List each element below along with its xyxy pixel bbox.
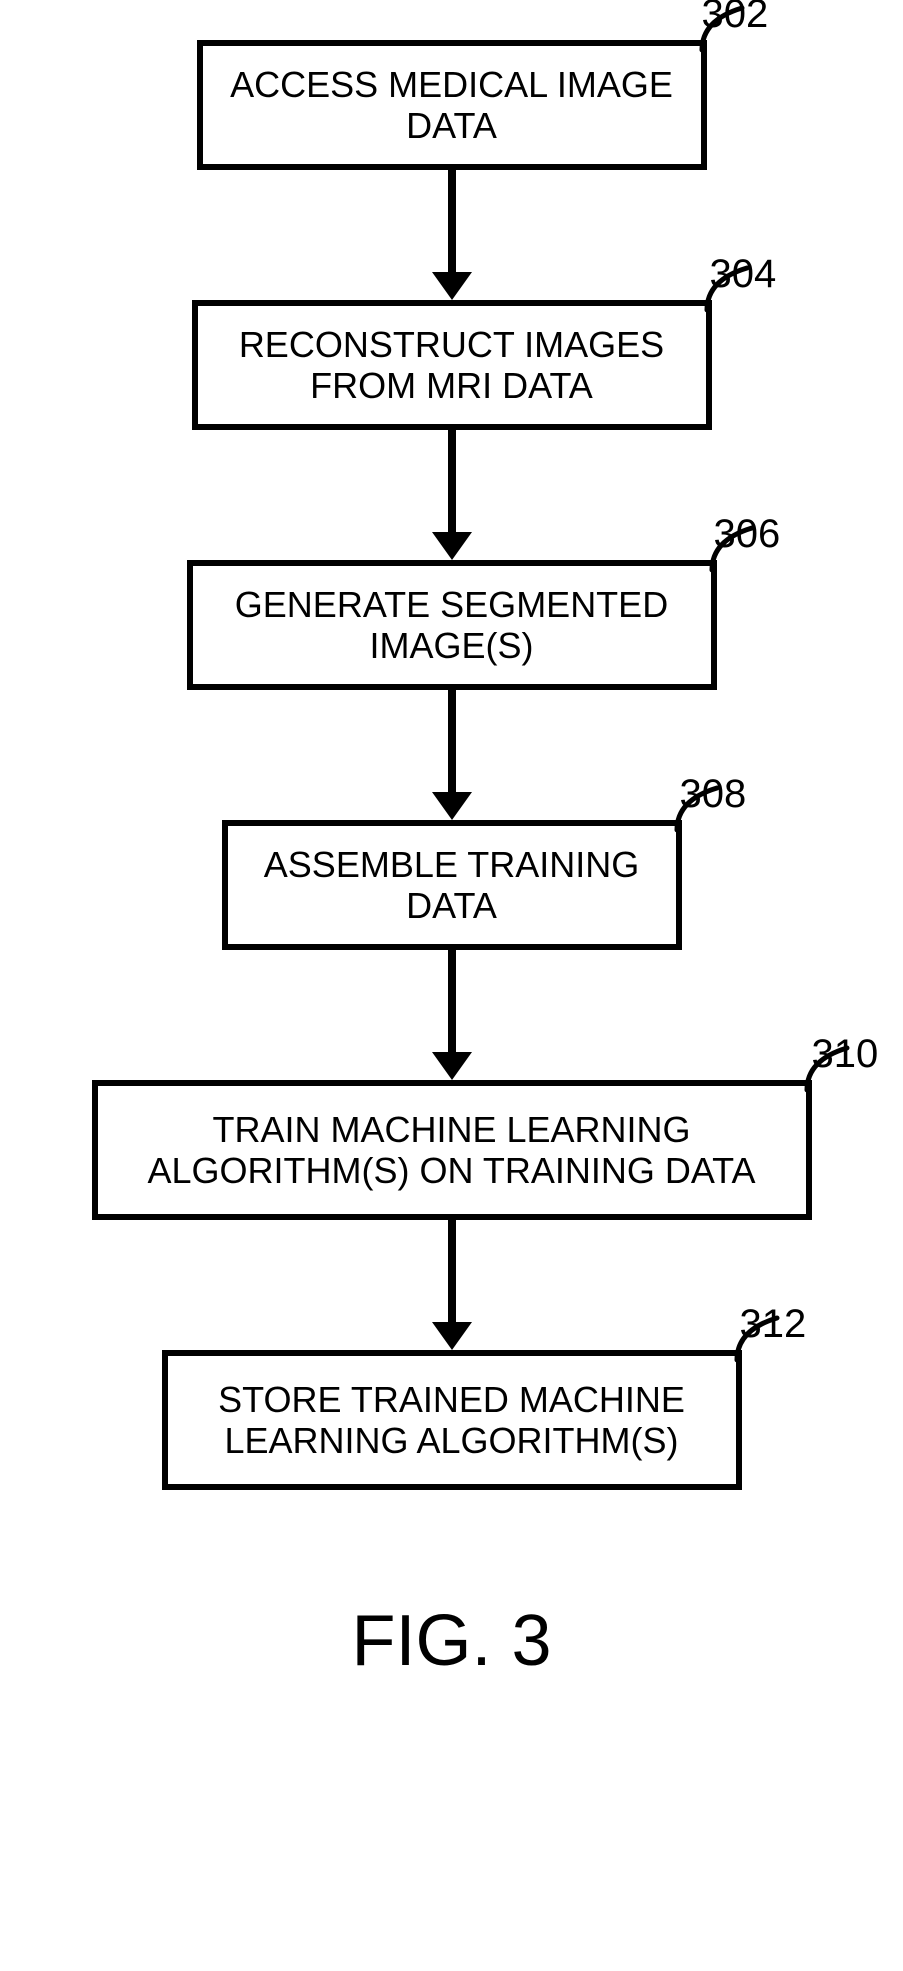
flowchart-node-label: 306 bbox=[714, 512, 781, 557]
arrow-icon bbox=[424, 430, 480, 560]
arrow-icon bbox=[424, 950, 480, 1080]
flowchart-node-wrapper: STORE TRAINED MACHINELEARNING ALGORITHM(… bbox=[22, 1350, 882, 1490]
flowchart-node-text: ACCESS MEDICAL IMAGEDATA bbox=[230, 64, 673, 147]
flowchart-node: TRAIN MACHINE LEARNINGALGORITHM(S) ON TR… bbox=[92, 1080, 812, 1220]
flowchart-node: ASSEMBLE TRAININGDATA bbox=[222, 820, 682, 950]
arrow-icon bbox=[424, 170, 480, 300]
flowchart-node-wrapper: ASSEMBLE TRAININGDATA 308 bbox=[22, 820, 882, 950]
flowchart-node: RECONSTRUCT IMAGESFROM MRI DATA bbox=[192, 300, 712, 430]
flowchart-node-label: 310 bbox=[812, 1032, 879, 1077]
flowchart-node-label: 308 bbox=[680, 772, 747, 817]
arrow-icon bbox=[424, 1220, 480, 1350]
flowchart-arrow bbox=[22, 950, 882, 1080]
flowchart-node-wrapper: ACCESS MEDICAL IMAGEDATA 302 bbox=[22, 40, 882, 170]
flowchart-node-text: TRAIN MACHINE LEARNINGALGORITHM(S) ON TR… bbox=[147, 1109, 755, 1192]
flowchart-node-text: ASSEMBLE TRAININGDATA bbox=[264, 844, 639, 927]
flowchart-node-wrapper: TRAIN MACHINE LEARNINGALGORITHM(S) ON TR… bbox=[22, 1080, 882, 1220]
figure-caption: FIG. 3 bbox=[351, 1600, 551, 1682]
flowchart-node-text: RECONSTRUCT IMAGESFROM MRI DATA bbox=[239, 324, 664, 407]
flowchart-node-wrapper: GENERATE SEGMENTEDIMAGE(S) 306 bbox=[22, 560, 882, 690]
flowchart-node-label: 312 bbox=[740, 1302, 807, 1347]
flowchart-container: ACCESS MEDICAL IMAGEDATA 302 RECONSTRUCT… bbox=[22, 40, 882, 1490]
flowchart-node: GENERATE SEGMENTEDIMAGE(S) bbox=[187, 560, 717, 690]
flowchart-node: STORE TRAINED MACHINELEARNING ALGORITHM(… bbox=[162, 1350, 742, 1490]
flowchart-node-wrapper: RECONSTRUCT IMAGESFROM MRI DATA 304 bbox=[22, 300, 882, 430]
flowchart-arrow bbox=[22, 690, 882, 820]
flowchart-node-label: 304 bbox=[710, 252, 777, 297]
flowchart-node: ACCESS MEDICAL IMAGEDATA bbox=[197, 40, 707, 170]
flowchart-node-text: STORE TRAINED MACHINELEARNING ALGORITHM(… bbox=[218, 1379, 685, 1462]
flowchart-node-label: 302 bbox=[702, 0, 769, 37]
flowchart-node-text: GENERATE SEGMENTEDIMAGE(S) bbox=[235, 584, 668, 667]
arrow-icon bbox=[424, 690, 480, 820]
